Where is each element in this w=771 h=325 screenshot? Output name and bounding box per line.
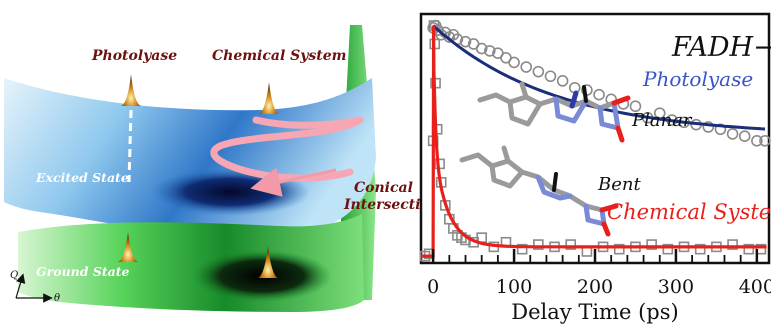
chemical-system-point (662, 243, 674, 255)
label-intersection: Intersection (343, 197, 440, 213)
axis-q-line (15, 273, 26, 299)
wavepacket-photolyase-excited (121, 74, 141, 106)
x-tick-label: 400 (739, 276, 771, 298)
chemical-system-fit-curve (421, 25, 767, 258)
chemical-system-point (613, 243, 625, 255)
photolyase-point (726, 128, 739, 140)
molecule-bent (459, 145, 619, 237)
photolyase-point (738, 130, 751, 142)
chemical-system-point (516, 243, 528, 255)
chemical-system-point (646, 239, 657, 250)
x-tick-label: 0 (427, 276, 439, 298)
energy-surface-illustration: Photolyase Chemical System Excited State… (4, 25, 440, 312)
photolyase-point (508, 56, 520, 69)
x-tick-label: 100 (496, 276, 532, 298)
chemical-system-point (727, 239, 738, 250)
chemical-system-point (533, 239, 544, 250)
wavepacket-chemical-ground (258, 246, 278, 278)
pink-arrow (250, 167, 337, 197)
photolyase-point (759, 135, 771, 147)
photolyase-point (475, 42, 488, 55)
photolyase-point (532, 65, 545, 78)
photolyase-point (520, 61, 533, 73)
wavepacket-photolyase-ground (118, 232, 138, 262)
x-axis-title: Delay Time (ps) (511, 300, 678, 324)
chart-title: FADH− (671, 32, 771, 63)
axis-q-label: Q (10, 270, 18, 281)
photolyase-point (751, 135, 763, 147)
photolyase-point (483, 45, 496, 57)
label-chemical-system: Chemical System (212, 48, 346, 64)
legend-chemical-system: Chemical System (607, 200, 771, 224)
conical-intersection-ribbon (210, 116, 364, 182)
label-excited-state: Excited State (35, 170, 129, 185)
annotation-planar: Planar (631, 110, 693, 131)
photolyase-point (629, 100, 642, 113)
photolyase-point (459, 35, 472, 48)
label-conical: Conical (354, 180, 413, 196)
x-tick-label: 200 (577, 276, 613, 298)
x-axis-ticks: 0 100 200 300 400 (427, 249, 771, 298)
excited-state-surface (4, 78, 376, 238)
photolyase-point (556, 75, 569, 87)
decay-chart: 0 100 200 300 400 FADH− Photolyase Planar (419, 12, 771, 324)
photolyase-point (714, 123, 727, 136)
photolyase-point (702, 121, 715, 133)
label-photolyase: Photolyase (91, 48, 177, 64)
wavepacket-chemical-excited (259, 82, 279, 114)
photolyase-point (593, 88, 605, 101)
chemical-system-point (565, 239, 577, 250)
photolyase-point (544, 70, 557, 83)
annotation-bent: Bent (597, 174, 641, 195)
chemical-system-point (694, 243, 706, 255)
axis-theta-label: θ (54, 293, 60, 304)
chemical-system-point (743, 243, 755, 255)
x-tick-label: 300 (658, 276, 694, 298)
legend-photolyase: Photolyase (642, 67, 753, 91)
label-ground-state: Ground State (36, 264, 130, 279)
molecule-planar (477, 81, 631, 143)
